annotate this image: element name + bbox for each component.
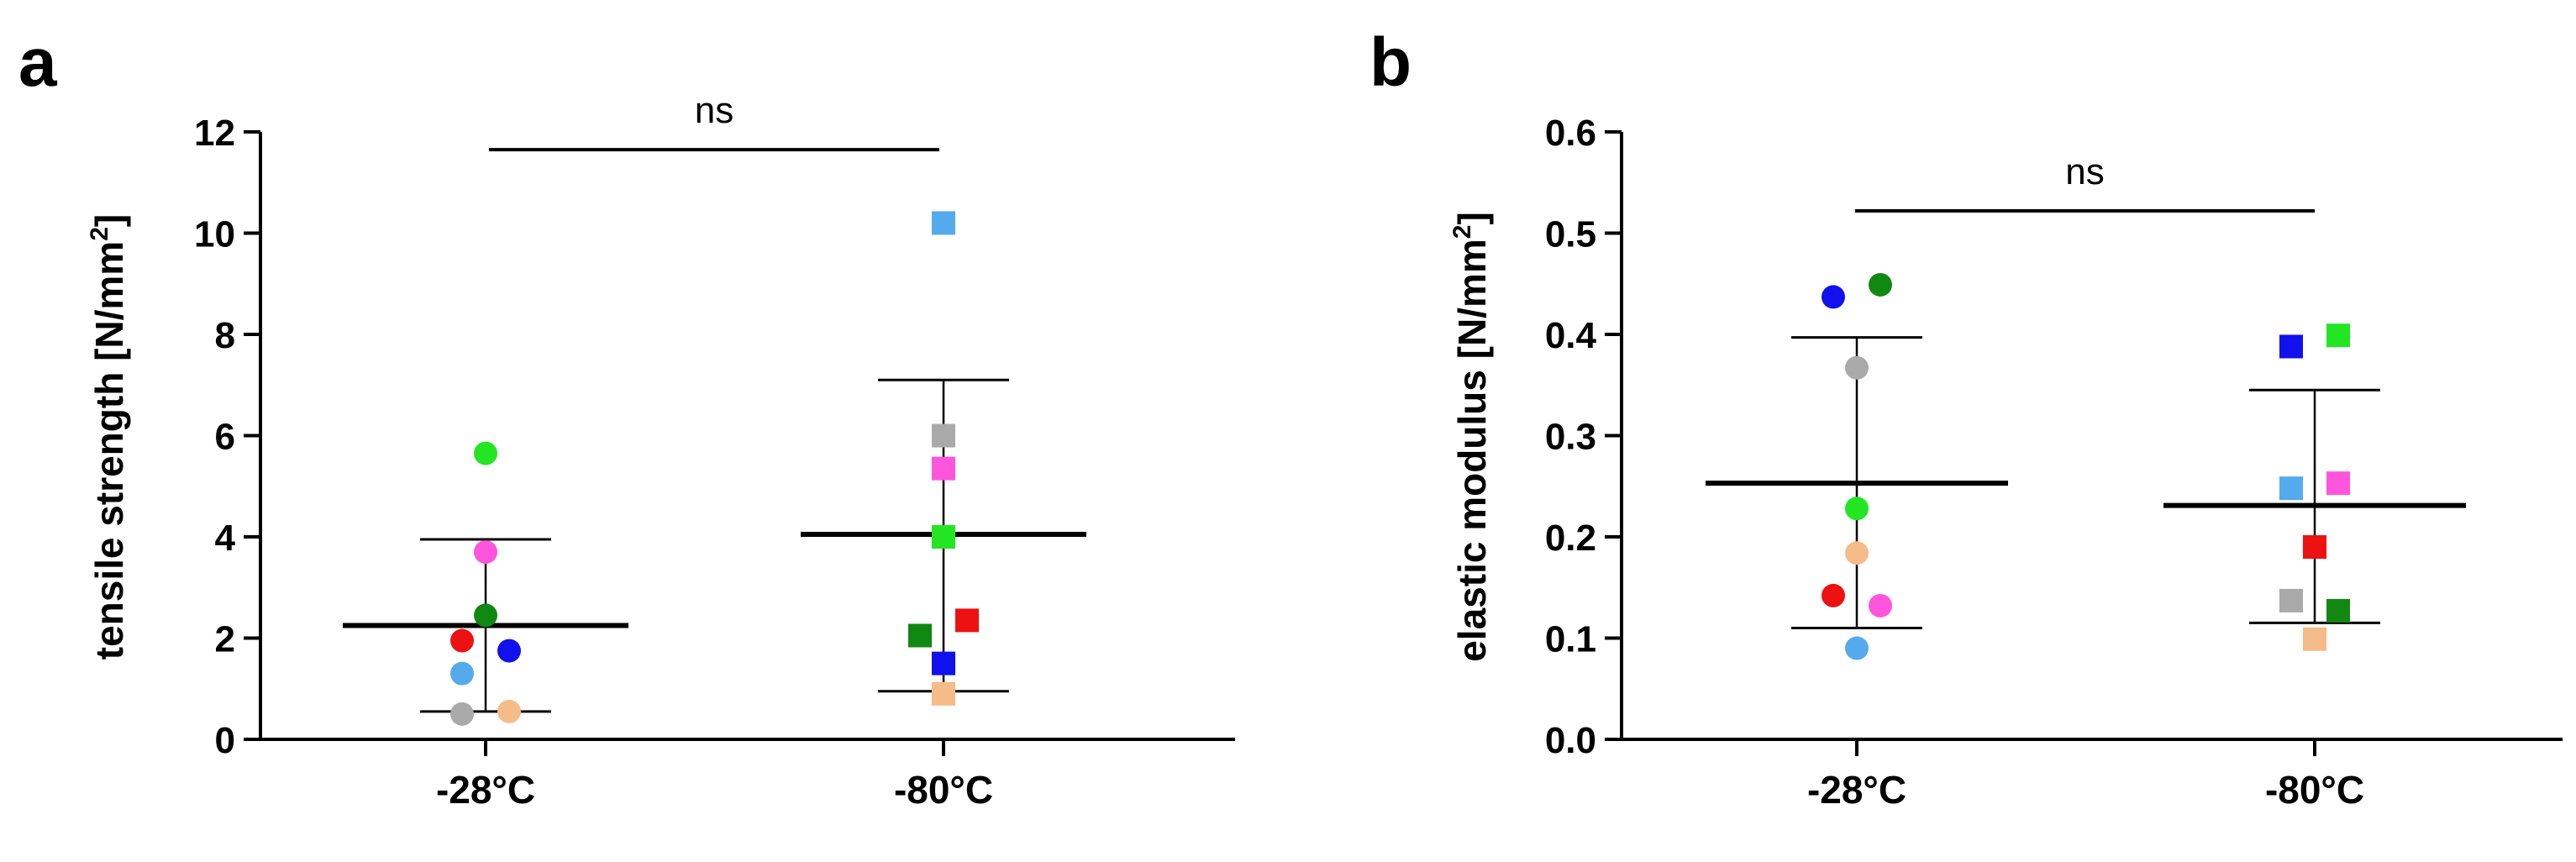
data-point: [932, 456, 955, 481]
data-point: [932, 423, 955, 448]
data-point: [1845, 497, 1869, 521]
data-point: [955, 608, 979, 633]
data-point: [497, 639, 521, 663]
data-point: [2303, 627, 2326, 651]
data-point: [474, 441, 497, 465]
y-tick-label: 0.0: [1545, 720, 1596, 761]
plot-area-a: 0 2 4 6 8 10 12 -28°C -80°C ns: [194, 90, 1235, 812]
y-tick-label: 12: [194, 113, 235, 154]
x-tick-label: -28°C: [1807, 768, 1906, 812]
data-point: [908, 623, 932, 648]
data-point: [932, 525, 955, 549]
data-point: [2326, 598, 2350, 623]
significance-label: ns: [2065, 151, 2104, 192]
data-point: [1822, 583, 1845, 607]
significance-label: ns: [695, 90, 733, 131]
x-tick-label: -80°C: [894, 768, 993, 812]
y-tick-label: 0.6: [1545, 113, 1596, 154]
y-tick-label: 4: [215, 518, 236, 559]
y-axis-title-b: elastic modulus [N/mm2]: [1448, 212, 1494, 662]
y-tick-label: 0.3: [1545, 417, 1596, 458]
data-point: [474, 540, 497, 565]
y-tick-label: 0: [215, 720, 235, 761]
y-tick-label: 0.2: [1545, 518, 1596, 559]
data-point: [1822, 285, 1845, 309]
data-point: [450, 702, 474, 726]
y-tick-label: 0.5: [1545, 214, 1596, 255]
y-tick-label: 0.1: [1545, 619, 1596, 660]
data-point: [1845, 355, 1869, 380]
data-point: [450, 628, 474, 653]
data-point: [2326, 323, 2350, 348]
y-axis-title-a: tensile strength [N/mm2]: [86, 214, 131, 660]
x-tick-label: -28°C: [436, 768, 535, 812]
data-point: [497, 699, 521, 723]
data-point: [932, 681, 955, 706]
data-point: [932, 211, 955, 235]
y-tick-label: 6: [215, 417, 235, 458]
data-point: [2279, 476, 2303, 501]
data-point: [1869, 593, 1892, 618]
y-tick-label: 10: [194, 214, 235, 255]
data-point: [1869, 272, 1892, 297]
data-point: [2303, 535, 2326, 560]
panel-letter-b: b: [1369, 24, 1412, 101]
panel-a: a tensile strength [N/mm2] 0 2 4 6 8 10 12 -28°…: [18, 24, 1235, 812]
data-point: [1845, 636, 1869, 660]
data-point: [932, 651, 955, 675]
panel-letter-a: a: [18, 24, 58, 101]
y-tick-label: 8: [215, 315, 235, 356]
panel-b: b elastic modulus [N/mm2] 0.00.10.20.30.…: [1369, 24, 2563, 812]
y-tick-label: 0.4: [1545, 315, 1597, 356]
y-tick-label: 2: [215, 619, 235, 660]
data-point: [474, 603, 497, 628]
plot-area-b: 0.0 0.1 0.2 0.3 0.4 0.5 0.6 -28°C -80°C ns: [1545, 113, 2563, 812]
data-point: [450, 661, 474, 686]
data-point: [2326, 471, 2350, 496]
data-point: [2279, 588, 2303, 612]
data-point: [1845, 541, 1869, 565]
data-point: [2279, 334, 2303, 359]
x-tick-label: -80°C: [2265, 768, 2364, 812]
